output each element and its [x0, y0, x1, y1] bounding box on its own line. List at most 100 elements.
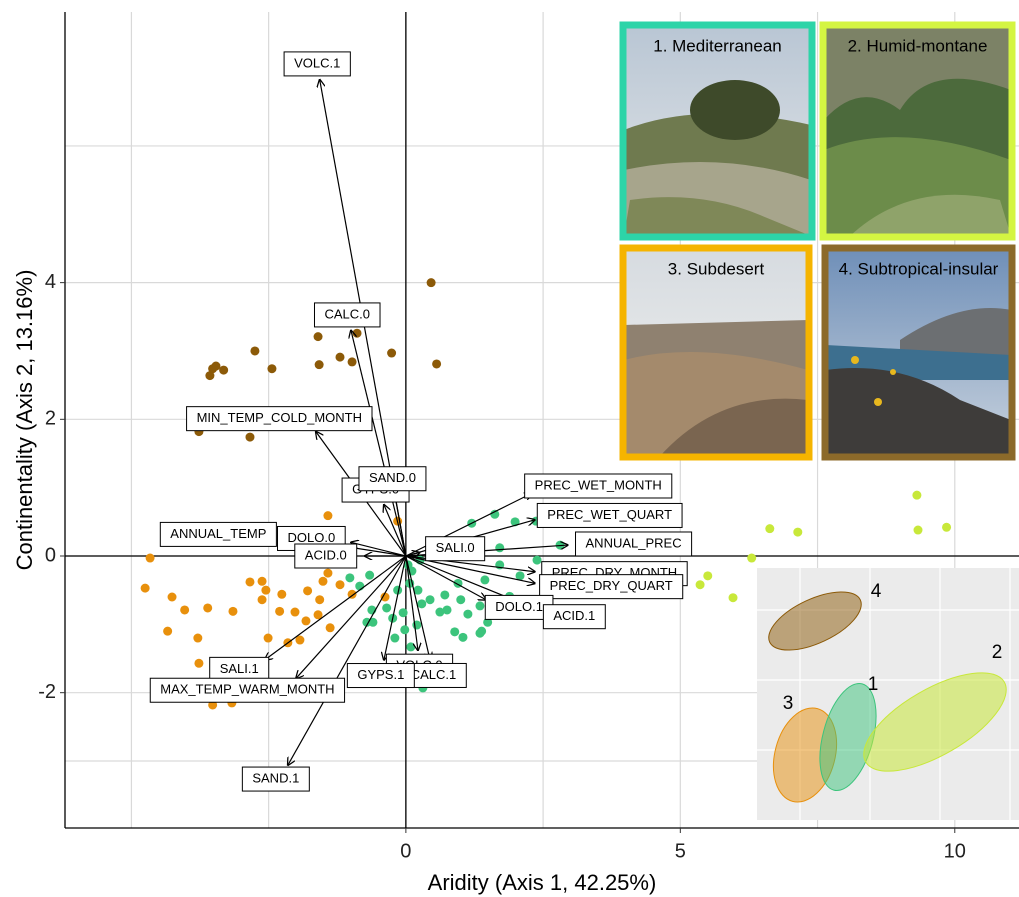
point [318, 577, 327, 586]
point [277, 590, 286, 599]
arrow-label: DOLO.1 [485, 595, 553, 619]
photo-scene [624, 26, 811, 236]
point [315, 595, 324, 604]
point [475, 601, 484, 610]
x-tick-label: 10 [944, 840, 966, 862]
y-tick-label: -2 [38, 681, 56, 703]
point [163, 627, 172, 636]
arrow-label-text: MAX_TEMP_WARM_MONTH [160, 682, 334, 697]
arrow-label-text: ANNUAL_TEMP [170, 526, 266, 541]
photo-scene [624, 249, 808, 456]
point [365, 571, 374, 580]
arrow-label-text: DOLO.1 [495, 599, 543, 614]
point [250, 346, 259, 355]
point [323, 569, 332, 578]
arrow-label: CALC.0 [314, 303, 380, 327]
arrow-label: SAND.0 [359, 467, 426, 491]
loading-arrow [351, 330, 406, 556]
inset-label: 2 [992, 642, 1003, 663]
arrow-label-text: PREC_WET_MONTH [535, 477, 662, 492]
point [747, 554, 756, 563]
photo-scene [824, 26, 1011, 236]
inset-label: 4 [871, 581, 882, 602]
point [703, 571, 712, 580]
arrow-label-text: ACID.0 [305, 547, 347, 562]
arrow-label: ANNUAL_TEMP [160, 522, 276, 546]
point [793, 528, 802, 537]
point [168, 593, 177, 602]
point [533, 556, 542, 565]
arrow-label: PREC_WET_QUART [537, 503, 682, 527]
point [323, 511, 332, 520]
arrow-label-text: ACID.1 [553, 608, 595, 623]
point [387, 349, 396, 358]
point [258, 595, 267, 604]
arrow-label-text: DOLO.0 [288, 530, 336, 545]
point [301, 616, 310, 625]
inset-plot: 1 2 3 4 [757, 568, 1019, 820]
point [193, 634, 202, 643]
point [480, 575, 489, 584]
point [194, 659, 203, 668]
arrow-label-text: GYPS.1 [357, 667, 404, 682]
point [443, 605, 452, 614]
point [942, 523, 951, 532]
point [146, 554, 155, 563]
point [345, 573, 354, 582]
point [326, 623, 335, 632]
point [261, 586, 270, 595]
point [348, 357, 357, 366]
inset-label: 1 [868, 674, 879, 695]
point [463, 610, 472, 619]
arrow-label-text: CALC.0 [324, 306, 370, 321]
point [696, 580, 705, 589]
photo-label: 1. Mediterranean [653, 36, 782, 55]
photo-label: 4. Subtropical-insular [839, 259, 999, 278]
point [245, 577, 254, 586]
point [382, 603, 391, 612]
point [205, 371, 214, 380]
point [477, 627, 486, 636]
point [417, 599, 426, 608]
point [336, 353, 345, 362]
arrow-label: ANNUAL_PREC [576, 532, 692, 556]
x-axis-title: Aridity (Axis 1, 42.25%) [428, 870, 657, 895]
point [440, 590, 449, 599]
arrow-label: PREC_DRY_QUART [540, 575, 683, 599]
y-axis-title: Continentality (Axis 2, 13.16%) [12, 270, 37, 571]
arrow-label-text: SALI.1 [220, 661, 259, 676]
point [456, 595, 465, 604]
y-tick-label: 0 [45, 544, 56, 566]
arrow-label: GYPS.1 [347, 664, 414, 688]
point [228, 607, 237, 616]
point [203, 603, 212, 612]
chart: 0510-2024VOLC.1CALC.0MIN_TEMP_COLD_MONTH… [0, 0, 1019, 897]
x-tick-label: 5 [675, 840, 686, 862]
arrow-label: ACID.0 [295, 544, 357, 568]
photo-scene [826, 249, 1011, 456]
point [729, 593, 738, 602]
arrow-label-text: MIN_TEMP_COLD_MONTH [197, 410, 362, 425]
point [495, 543, 504, 552]
point [426, 595, 435, 604]
arrow-label-text: VOLC.1 [294, 55, 340, 70]
arrow-label: MIN_TEMP_COLD_MONTH [187, 407, 372, 431]
point [264, 634, 273, 643]
point [267, 364, 276, 373]
point [427, 278, 436, 287]
point [412, 621, 421, 630]
point [406, 642, 415, 651]
point [245, 433, 254, 442]
point [353, 329, 362, 338]
arrow-label-text: SALI.0 [436, 540, 475, 555]
point [336, 580, 345, 589]
point [315, 360, 324, 369]
arrow-label-text: CALC.1 [411, 667, 457, 682]
inset-label: 3 [783, 693, 794, 714]
point [458, 633, 467, 642]
point [180, 605, 189, 614]
point [141, 584, 150, 593]
arrow-label: MAX_TEMP_WARM_MONTH [150, 678, 344, 702]
arrow-label: PREC_WET_MONTH [525, 474, 672, 498]
photo-label: 2. Humid-montane [848, 36, 988, 55]
